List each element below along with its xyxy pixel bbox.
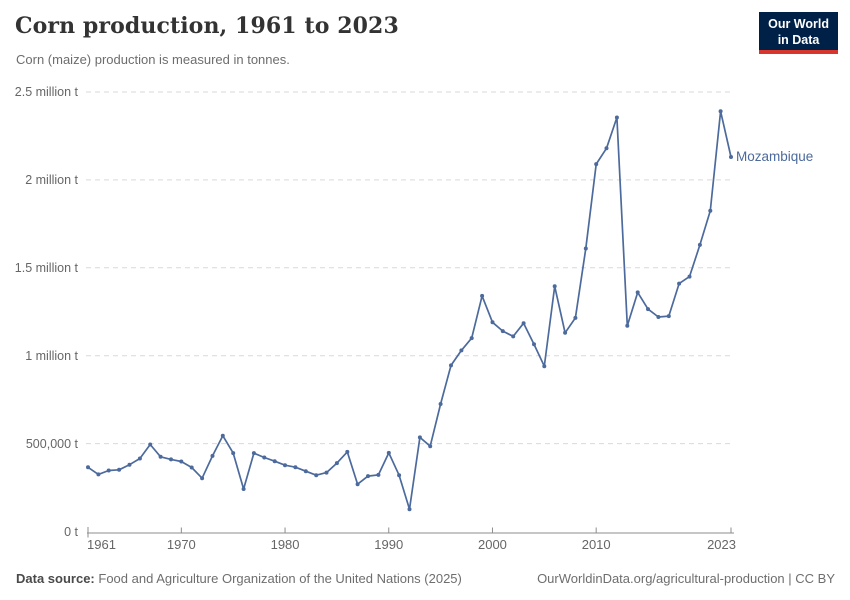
- y-axis-tick-label: 2 million t: [25, 172, 78, 187]
- y-axis-tick-label: 1.5 million t: [14, 260, 78, 275]
- data-source-line: Data source: Food and Agriculture Organi…: [16, 571, 462, 586]
- y-axis-tick-label: 1 million t: [25, 348, 78, 363]
- data-point: [324, 470, 329, 475]
- data-point: [511, 334, 516, 339]
- data-point: [148, 442, 153, 447]
- data-point: [718, 109, 723, 114]
- data-point: [708, 208, 713, 213]
- data-point: [283, 463, 287, 468]
- chart-title: Corn production, 1961 to 2023: [15, 13, 399, 39]
- data-point: [614, 115, 619, 120]
- x-axis-tick-label: 1990: [374, 537, 404, 552]
- data-point: [127, 462, 132, 467]
- data-point: [262, 455, 267, 460]
- data-point: [646, 307, 650, 312]
- data-point: [189, 465, 194, 470]
- owid-logo-text-line1: Our World: [768, 17, 829, 31]
- data-point: [231, 451, 236, 456]
- data-point: [729, 155, 733, 159]
- x-axis-tick-label: 1961: [87, 537, 116, 552]
- data-point: [697, 242, 702, 247]
- data-point: [106, 468, 111, 473]
- data-point: [96, 472, 101, 477]
- data-point: [417, 435, 422, 440]
- data-point: [179, 459, 184, 464]
- data-point: [563, 330, 568, 335]
- data-point: [210, 453, 215, 458]
- data-point: [293, 465, 298, 470]
- data-point: [583, 246, 588, 251]
- data-point: [666, 314, 671, 319]
- credit-link[interactable]: OurWorldinData.org/agricultural-producti…: [537, 571, 835, 586]
- data-point: [449, 363, 453, 368]
- data-point: [635, 290, 640, 295]
- chart-subtitle: Corn (maize) production is measured in t…: [16, 52, 290, 67]
- data-point: [251, 451, 256, 456]
- x-axis-tick-label: 2010: [581, 537, 611, 552]
- data-point: [500, 329, 505, 334]
- y-axis-tick-label: 0 t: [64, 524, 78, 539]
- data-point: [117, 467, 122, 472]
- data-point: [220, 433, 225, 438]
- data-point: [677, 281, 682, 286]
- data-point: [366, 474, 370, 479]
- data-point: [521, 321, 526, 326]
- data-point: [169, 457, 173, 462]
- data-point: [376, 472, 381, 477]
- y-axis-tick-label: 500,000 t: [25, 436, 78, 451]
- data-point: [594, 162, 599, 167]
- line-series-mozambique: [87, 110, 732, 511]
- data-point: [334, 461, 339, 466]
- data-point: [272, 459, 277, 464]
- data-point: [386, 450, 391, 455]
- data-point: [459, 348, 464, 353]
- data-point: [687, 274, 692, 279]
- x-axis-tick-label: 2000: [477, 537, 507, 552]
- footer: Data source: Food and Agriculture Organi…: [16, 571, 835, 586]
- data-point: [428, 444, 433, 449]
- data-point: [241, 487, 246, 491]
- data-point: [604, 146, 609, 151]
- data-point: [656, 315, 661, 319]
- data-point: [397, 473, 402, 478]
- owid-logo[interactable]: Our World in Data: [759, 12, 838, 54]
- y-axis-tick-label: 2.5 million t: [14, 85, 78, 99]
- data-point: [542, 364, 547, 369]
- x-axis-tick-label: 2023: [707, 537, 736, 552]
- data-point: [552, 284, 557, 289]
- data-point: [158, 454, 163, 459]
- owid-logo-text-line2: in Data: [777, 33, 820, 47]
- data-source-text: Food and Agriculture Organization of the…: [98, 571, 462, 586]
- data-point: [532, 342, 536, 347]
- data-point: [314, 473, 319, 478]
- data-point: [469, 336, 474, 341]
- x-axis-tick-label: 1980: [270, 537, 300, 552]
- data-point: [438, 402, 443, 406]
- data-point: [573, 315, 578, 320]
- data-point: [480, 293, 485, 298]
- data-point: [86, 465, 90, 470]
- data-point: [303, 469, 308, 474]
- data-point: [200, 476, 205, 481]
- data-point: [625, 323, 630, 328]
- data-point: [490, 320, 495, 325]
- data-point: [407, 507, 412, 512]
- data-source-label: Data source:: [16, 571, 95, 586]
- series-label-mozambique: Mozambique: [736, 149, 814, 165]
- data-point: [137, 456, 142, 461]
- x-axis-tick-label: 1970: [166, 537, 196, 552]
- data-point: [355, 482, 360, 487]
- data-point: [345, 449, 350, 454]
